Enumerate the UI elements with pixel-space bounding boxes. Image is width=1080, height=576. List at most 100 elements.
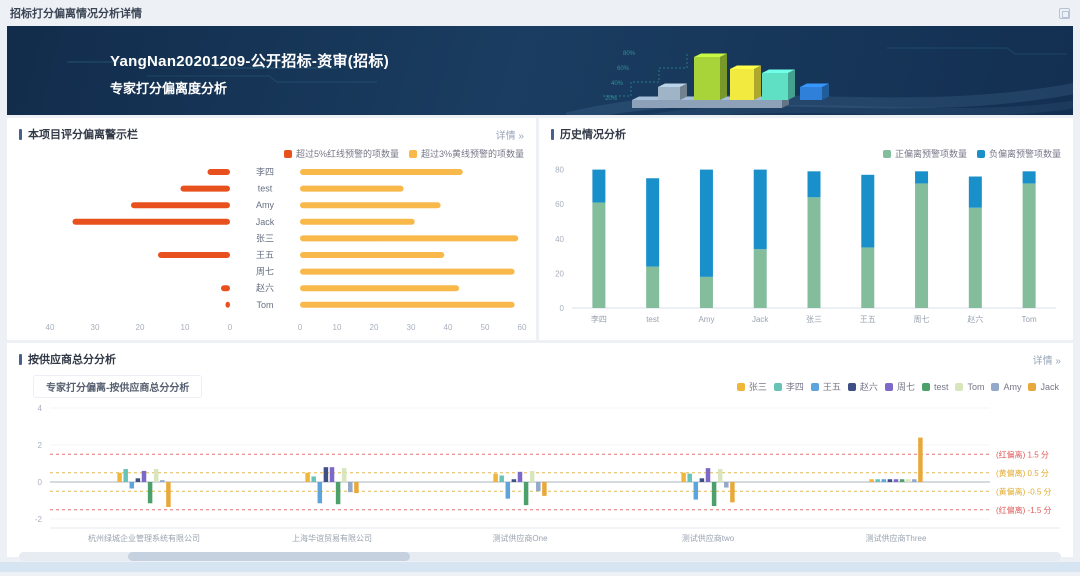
positive-deviation-bar[interactable]	[861, 247, 875, 308]
expert-deviation-bar[interactable]	[912, 479, 917, 482]
legend-item[interactable]: 正偏离预警项数量	[882, 147, 967, 160]
expert-deviation-bar[interactable]	[117, 472, 122, 482]
history-stacked-chart[interactable]: 0 20 40 60 80 李四 test Amy Jack 张三 王五 周七 赵六 Tom	[544, 158, 1068, 340]
supplier-detail-link[interactable]: 详情 »	[1032, 355, 1061, 367]
warning-deviation-chart[interactable]: 40 30 20 10 0 0 10 20 30 40 50 60 李四 test Amy Jack 张三王五周…	[12, 158, 531, 340]
expert-deviation-bar[interactable]	[681, 472, 686, 482]
expert-deviation-bar[interactable]	[153, 469, 159, 482]
supplier-bars[interactable]: 杭州绿城企业管理系统有限公司 上海华谊贸易有限公司 测试供应商One 测试供应商two…	[88, 437, 927, 543]
expert-deviation-bar[interactable]	[511, 479, 517, 482]
legend-item[interactable]: 赵六	[847, 380, 878, 393]
legend-item[interactable]: Jack	[1028, 382, 1059, 392]
expert-deviation-bar[interactable]	[905, 479, 911, 482]
expert-deviation-bar[interactable]	[542, 482, 547, 496]
negative-deviation-bar[interactable]	[753, 169, 767, 250]
negative-deviation-bar[interactable]	[807, 171, 821, 198]
expert-deviation-bar[interactable]	[918, 437, 923, 482]
negative-deviation-bar[interactable]	[915, 171, 929, 184]
expert-deviation-bar[interactable]	[517, 471, 523, 482]
legend-item[interactable]: 超过5%红线预警的项数量	[283, 147, 399, 160]
expert-deviation-bar[interactable]	[523, 482, 529, 506]
legend-item[interactable]: 超过3%黄线预警的项数量	[408, 147, 524, 160]
expert-deviation-bar[interactable]	[317, 482, 323, 504]
expert-deviation-bar[interactable]	[123, 469, 128, 482]
expert-deviation-bar[interactable]	[348, 482, 353, 493]
expert-deviation-bar[interactable]	[881, 479, 887, 482]
expert-deviation-bar[interactable]	[724, 482, 729, 488]
negative-deviation-bar[interactable]	[592, 169, 606, 203]
yellow-warning-bar[interactable]	[300, 252, 445, 258]
expert-deviation-bar[interactable]	[160, 480, 165, 482]
expert-deviation-bar[interactable]	[730, 482, 735, 503]
red-warning-bar[interactable]	[221, 285, 230, 292]
positive-deviation-bar[interactable]	[699, 276, 713, 308]
yellow-warning-bar[interactable]	[300, 285, 460, 292]
expert-deviation-bar[interactable]	[499, 475, 504, 482]
yellow-warning-bar[interactable]	[300, 218, 415, 225]
expert-deviation-bar[interactable]	[529, 470, 535, 482]
warning-detail-link[interactable]: 详情 »	[495, 130, 524, 142]
red-warning-bar[interactable]	[131, 202, 230, 209]
legend-item[interactable]: test	[921, 382, 948, 392]
legend-item[interactable]: 负偏离预警项数量	[976, 147, 1061, 160]
expert-deviation-bar[interactable]	[705, 468, 711, 482]
expert-deviation-bar[interactable]	[354, 482, 359, 494]
expert-deviation-bar[interactable]	[335, 482, 341, 505]
yellow-warning-bar[interactable]	[300, 301, 515, 308]
expert-deviation-bar[interactable]	[536, 482, 541, 492]
expert-deviation-bar[interactable]	[341, 468, 347, 482]
expert-deviation-bar[interactable]	[887, 479, 893, 482]
expert-deviation-bar[interactable]	[711, 482, 717, 507]
expert-deviation-bar[interactable]	[869, 479, 874, 482]
yellow-warning-bar[interactable]	[300, 235, 519, 242]
expert-deviation-bar[interactable]	[899, 479, 905, 482]
expert-deviation-bar[interactable]	[147, 482, 153, 504]
expert-deviation-bar[interactable]	[693, 482, 699, 500]
red-warning-bar[interactable]	[225, 301, 231, 308]
expert-deviation-bar[interactable]	[141, 470, 147, 482]
supplier-grouped-chart[interactable]: 4 2 0 -2 (红偏离) 1.5 分 (黄偏离) 0.5 分 (黄偏离) -0.5 分 (…	[12, 400, 1072, 550]
red-warning-bar[interactable]	[72, 218, 231, 225]
expert-deviation-bar[interactable]	[129, 482, 135, 489]
expert-deviation-bar[interactable]	[699, 478, 705, 482]
expert-deviation-bar[interactable]	[305, 472, 310, 482]
datazoom-handle[interactable]	[128, 552, 410, 561]
yellow-warning-bar[interactable]	[300, 202, 441, 209]
fullscreen-icon[interactable]	[1059, 7, 1070, 19]
legend-item[interactable]: 王五	[810, 380, 841, 393]
expert-deviation-bar[interactable]	[135, 478, 141, 482]
yellow-warning-bar[interactable]	[300, 185, 404, 192]
expert-deviation-bar[interactable]	[717, 469, 723, 482]
expert-deviation-bar[interactable]	[493, 473, 498, 482]
legend-item[interactable]: 张三	[736, 380, 767, 393]
expert-deviation-bar[interactable]	[875, 479, 880, 482]
negative-deviation-bar[interactable]	[699, 169, 713, 277]
legend-item[interactable]: 李四	[773, 380, 804, 393]
legend-item[interactable]: Amy	[991, 382, 1021, 392]
positive-deviation-bar[interactable]	[1022, 183, 1036, 308]
positive-deviation-bar[interactable]	[915, 183, 929, 308]
positive-deviation-bar[interactable]	[968, 207, 982, 308]
yellow-warning-bar[interactable]	[300, 268, 515, 275]
expert-deviation-bar[interactable]	[893, 479, 899, 482]
positive-deviation-bar[interactable]	[592, 202, 606, 308]
yellow-warning-bar[interactable]	[300, 169, 463, 175]
negative-deviation-bar[interactable]	[1022, 171, 1036, 184]
expert-deviation-bar[interactable]	[505, 482, 511, 499]
expert-deviation-bar[interactable]	[687, 473, 692, 482]
datazoom-track[interactable]	[19, 552, 1061, 561]
red-warning-bar[interactable]	[158, 252, 230, 258]
negative-deviation-bar[interactable]	[861, 174, 875, 248]
expert-deviation-bar[interactable]	[166, 482, 171, 507]
expert-deviation-bar[interactable]	[323, 467, 329, 482]
positive-deviation-bar[interactable]	[646, 266, 660, 308]
positive-deviation-bar[interactable]	[807, 197, 821, 308]
legend-item[interactable]: 周七	[884, 380, 915, 393]
negative-deviation-bar[interactable]	[646, 178, 660, 267]
red-warning-bar[interactable]	[207, 169, 231, 175]
history-bars[interactable]	[592, 169, 1036, 308]
positive-deviation-bar[interactable]	[753, 249, 767, 308]
legend-item[interactable]: Tom	[955, 382, 984, 392]
red-warning-bar[interactable]	[180, 185, 231, 192]
warning-bars[interactable]	[72, 169, 519, 308]
